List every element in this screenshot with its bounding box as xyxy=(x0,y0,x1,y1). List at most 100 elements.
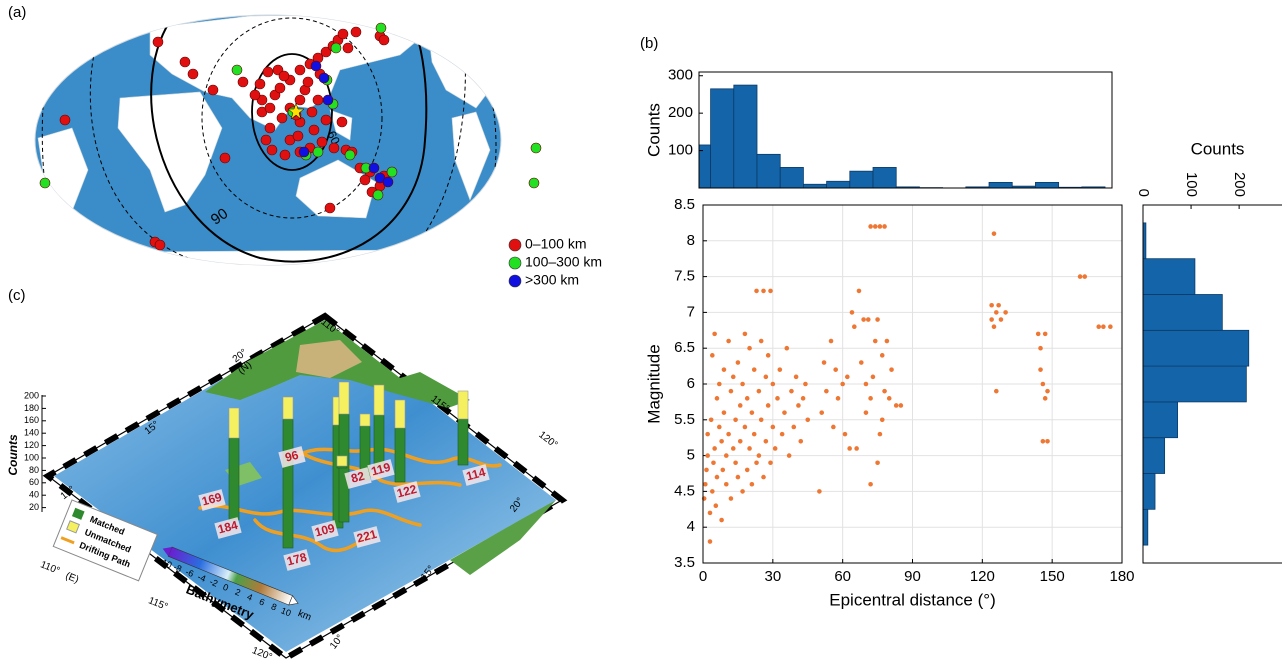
landmass xyxy=(451,111,491,201)
scatter-point xyxy=(751,367,757,372)
station-box xyxy=(462,464,490,486)
scatter-point xyxy=(779,431,785,437)
scatter-point xyxy=(877,431,883,437)
scatter-point xyxy=(998,317,1004,322)
scatter-point xyxy=(833,367,838,372)
scatter-point xyxy=(708,417,714,423)
scatter-point xyxy=(1082,274,1088,279)
event-dot xyxy=(262,66,274,78)
station-label: 96 xyxy=(284,448,301,465)
scatter-point xyxy=(775,396,780,401)
scatter-point xyxy=(716,381,722,387)
scatter-point xyxy=(719,517,724,523)
legend-marker xyxy=(508,238,522,252)
colorbar-arrow xyxy=(162,547,172,557)
scatter-point xyxy=(747,446,752,451)
bar-unmatched xyxy=(228,407,240,439)
event-dot xyxy=(264,102,276,114)
scatter-point xyxy=(989,302,994,308)
station-box xyxy=(283,549,311,571)
colorbar-tick-label: -8 xyxy=(172,562,183,574)
y-tick-label: 6.5 xyxy=(674,339,695,356)
event-dot xyxy=(375,22,387,34)
scatter-point xyxy=(861,317,866,322)
scatter-point xyxy=(1042,331,1048,337)
bar-unmatched xyxy=(457,390,469,420)
scatter-point xyxy=(784,345,790,351)
degree-label: 10° xyxy=(328,633,346,652)
scatter-point xyxy=(865,317,871,322)
legend-label: 100–300 km xyxy=(525,254,602,270)
landmass xyxy=(117,91,223,213)
station-label: 221 xyxy=(355,527,378,546)
y-tick-label: 8 xyxy=(687,232,695,249)
scatter-point xyxy=(800,396,806,401)
scatter-point xyxy=(789,388,794,394)
scatter-point xyxy=(782,410,787,415)
scatter-point xyxy=(845,374,850,380)
event-dot xyxy=(249,89,261,101)
scatter-point xyxy=(842,431,848,437)
scatter-point xyxy=(856,288,862,294)
scatter-point xyxy=(754,460,759,466)
histogram-bar xyxy=(1142,258,1196,295)
scatter-point xyxy=(720,467,726,473)
event-dot xyxy=(274,82,286,94)
scatter-point xyxy=(761,288,766,294)
station-label: 119 xyxy=(370,460,393,479)
scatter-point xyxy=(730,374,736,380)
map-frame-inner xyxy=(46,315,564,659)
station-box xyxy=(278,446,306,468)
event-dot xyxy=(350,26,362,38)
station-label: 178 xyxy=(285,550,308,569)
histogram-bar xyxy=(1142,508,1149,546)
plot-frame xyxy=(702,204,1123,564)
histogram-bar xyxy=(1142,473,1156,510)
scatter-point xyxy=(793,374,799,380)
axis-label: Counts xyxy=(644,103,663,157)
scatter-point xyxy=(705,431,710,437)
scatter-point xyxy=(858,360,864,365)
event-dot xyxy=(318,72,330,84)
legend-swatch xyxy=(60,536,75,545)
x-tick-label: 30 xyxy=(764,568,781,585)
scatter-point xyxy=(726,338,731,344)
scatter-point xyxy=(714,474,720,480)
event-dot xyxy=(528,177,540,189)
scatter-point xyxy=(719,438,724,444)
panel-label: (c) xyxy=(8,287,26,304)
event-dot xyxy=(279,149,291,161)
axis-label: Counts xyxy=(1191,139,1245,158)
scatter-point xyxy=(770,424,776,430)
scatter-point xyxy=(712,446,717,451)
station-label: 169 xyxy=(200,490,223,509)
histogram-bar xyxy=(1142,437,1166,474)
scatter-point xyxy=(863,381,869,387)
y-tick-label: 4.5 xyxy=(674,482,695,499)
scatter-point xyxy=(868,396,873,401)
counts-tick-label: 60 xyxy=(29,477,39,487)
land-area xyxy=(296,340,362,378)
counts-axis-title: Counts xyxy=(6,434,20,476)
event-dot xyxy=(237,76,249,88)
scatter-point xyxy=(751,431,757,437)
colorbar-tick-label: 0 xyxy=(222,582,230,593)
scatter-point xyxy=(803,381,808,387)
colorbar-tick-label: 10 xyxy=(280,605,293,618)
colorbar-arrow xyxy=(288,595,299,606)
scatter-point xyxy=(763,438,769,444)
colorbar-unit: km xyxy=(296,608,312,623)
scatter-point xyxy=(733,417,738,423)
event-dot xyxy=(294,64,306,76)
station-box xyxy=(214,517,242,539)
scatter-point xyxy=(777,367,783,372)
event-dot xyxy=(152,36,164,48)
event-dot xyxy=(382,176,394,188)
scatter-point xyxy=(875,460,880,466)
x-tick-label: 200 xyxy=(1231,172,1248,197)
scatter-point xyxy=(754,288,759,294)
station-box xyxy=(393,481,421,503)
station-label: 122 xyxy=(395,482,418,501)
bar-matched xyxy=(228,437,240,521)
